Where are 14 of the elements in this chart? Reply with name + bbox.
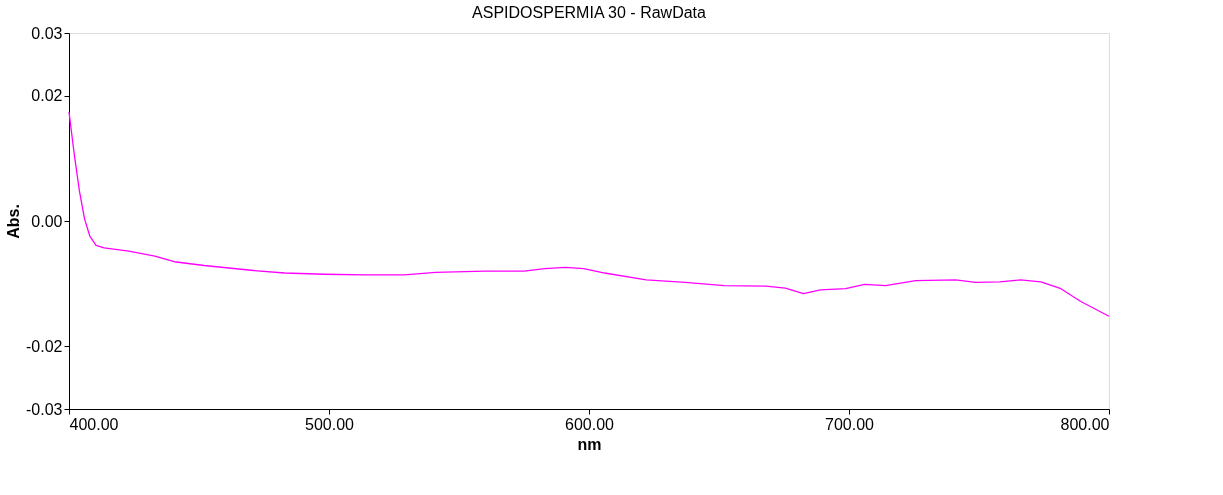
chart-title: ASPIDOSPERMIA 30 - RawData	[472, 4, 707, 21]
y-axis-title: Abs.	[5, 204, 23, 239]
x-axis-title: nm	[577, 435, 602, 453]
y-tick-label: -0.03	[26, 400, 63, 418]
x-tick-label: 800.00	[1060, 415, 1110, 433]
x-tick-label: 600.00	[565, 415, 615, 433]
x-tick-label: 700.00	[825, 415, 875, 433]
y-tick-label: 0.03	[31, 24, 63, 42]
line-series	[68, 111, 1110, 317]
y-tick-label: 0.00	[31, 212, 63, 230]
x-tick-label: 500.00	[305, 415, 355, 433]
y-tick-label: -0.02	[26, 337, 63, 355]
x-tick-label: 400.00	[69, 415, 119, 433]
y-tick-label: 0.02	[31, 87, 63, 105]
